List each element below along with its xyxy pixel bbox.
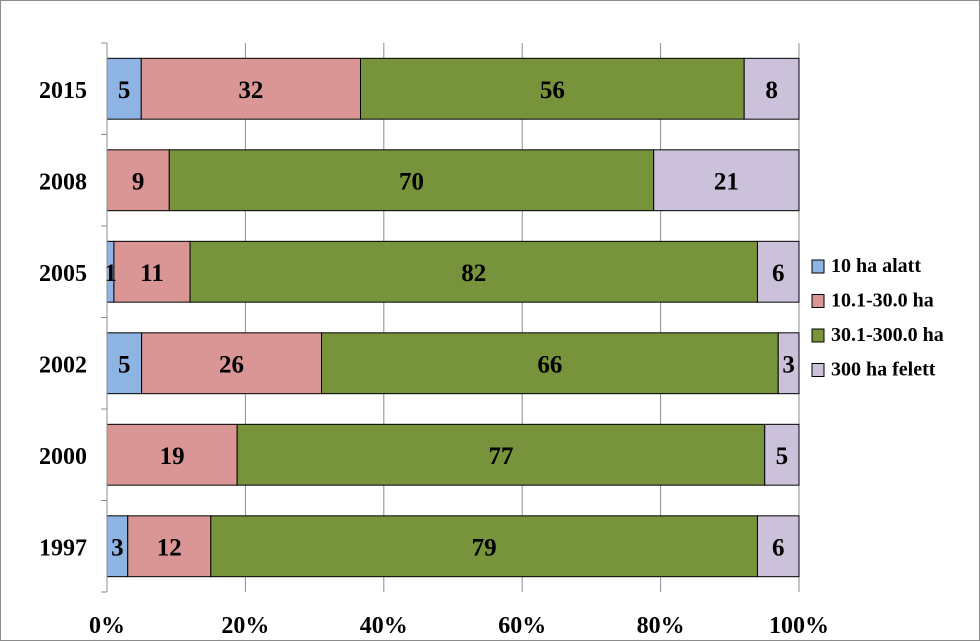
data-labels: 5 32 56 89 70 211 11 82 65 26 66 319 77 53 12 79 6 (104, 77, 795, 562)
legend-swatch (811, 294, 825, 308)
legend: 10 ha alatt 10.1-30.0 ha 30.1-300.0 ha 300 … (811, 255, 944, 381)
bar-segment (743, 57, 800, 120)
legend-label: 10.1-30.0 ha (831, 290, 934, 312)
category-label: 2000 (39, 444, 87, 470)
data-label: 5 (118, 351, 131, 378)
data-label: 1 (104, 260, 117, 287)
bar-segment (777, 332, 800, 395)
legend-swatch (811, 363, 825, 377)
data-label: 77 (488, 443, 513, 470)
data-label: 79 (472, 534, 497, 561)
data-label: 6 (772, 260, 785, 287)
x-tick-label: 20% (221, 613, 269, 639)
data-label: 19 (160, 443, 185, 470)
bar-segment (653, 149, 800, 212)
x-tick-label: 0% (89, 613, 125, 639)
bar-segment (321, 332, 779, 395)
data-label: 56 (540, 77, 565, 104)
x-tick-label: 40% (360, 613, 408, 639)
bar-segment (168, 149, 655, 212)
bar-segment (764, 423, 800, 486)
axes: 0% 20% 40% 60% 80% 100%2015200820052002200019… (39, 42, 829, 639)
category-label: 2005 (39, 261, 87, 287)
data-label: 21 (714, 168, 739, 195)
x-tick-label: 60% (498, 613, 546, 639)
data-label: 32 (238, 77, 263, 104)
category-label: 1997 (39, 535, 87, 561)
bar-segment (106, 332, 143, 395)
bar-segment (236, 423, 766, 486)
x-tick-label: 100% (769, 613, 829, 639)
data-label: 3 (111, 534, 124, 561)
bar-segment (360, 57, 745, 120)
data-label: 5 (118, 77, 131, 104)
category-label: 2015 (39, 78, 87, 104)
bar-segments (106, 57, 800, 578)
data-label: 5 (776, 443, 789, 470)
data-label: 66 (537, 351, 562, 378)
category-label: 2008 (39, 169, 87, 195)
bar-segment (127, 515, 212, 578)
x-tick-label: 80% (637, 613, 685, 639)
legend-label: 300 ha felett (831, 359, 936, 381)
bar-segment (106, 149, 170, 212)
data-label: 70 (399, 168, 424, 195)
legend-label: 10 ha alatt (831, 255, 921, 277)
data-label: 6 (772, 534, 785, 561)
bar-segment (210, 515, 758, 578)
data-label: 12 (157, 534, 182, 561)
bar-segment (756, 240, 800, 303)
legend-swatch (811, 328, 825, 343)
bar-segment (756, 515, 800, 578)
data-label: 11 (140, 260, 164, 287)
bar-segment (106, 57, 142, 120)
legend-swatch (811, 259, 825, 274)
data-label: 3 (782, 351, 795, 378)
bar-segment (189, 240, 758, 303)
data-label: 8 (765, 77, 778, 104)
data-label: 9 (132, 168, 145, 195)
legend-label: 30.1-300.0 ha (831, 324, 944, 346)
gridlines (106, 43, 800, 592)
data-label: 82 (461, 260, 486, 287)
bar-segment (113, 240, 191, 303)
data-label: 26 (219, 351, 244, 378)
bar-segment (141, 332, 323, 395)
category-label: 2002 (39, 352, 87, 378)
